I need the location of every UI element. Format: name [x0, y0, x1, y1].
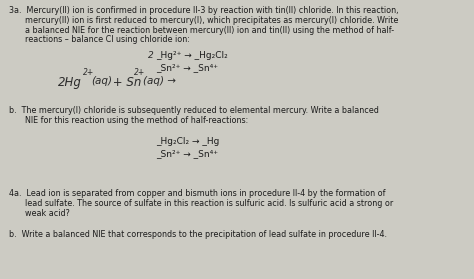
Text: _Hg₂Cl₂ → _Hg: _Hg₂Cl₂ → _Hg [156, 137, 219, 146]
Text: NIE for this reaction using the method of half-reactions:: NIE for this reaction using the method o… [25, 116, 248, 125]
Text: 2: 2 [148, 51, 154, 60]
Text: 2+: 2+ [83, 68, 94, 77]
Text: 2Hg: 2Hg [58, 76, 82, 89]
Text: lead sulfate. The source of sulfate in this reaction is sulfuric acid. Is sulfur: lead sulfate. The source of sulfate in t… [25, 199, 393, 208]
Text: _Hg²⁺ → _Hg₂Cl₂: _Hg²⁺ → _Hg₂Cl₂ [156, 51, 228, 60]
Text: + Sn: + Sn [109, 76, 142, 89]
Text: a balanced NIE for the reaction between mercury(II) ion and tin(II) using the me: a balanced NIE for the reaction between … [25, 26, 394, 35]
Text: 2+: 2+ [134, 68, 145, 77]
Text: _Sn²⁺ → _Sn⁴⁺: _Sn²⁺ → _Sn⁴⁺ [156, 63, 218, 72]
Text: b.  The mercury(I) chloride is subsequently reduced to elemental mercury. Write : b. The mercury(I) chloride is subsequent… [9, 106, 379, 115]
Text: weak acid?: weak acid? [25, 209, 70, 218]
Text: (aq): (aq) [91, 76, 113, 86]
Text: reactions – balance Cl using chloride ion:: reactions – balance Cl using chloride io… [25, 35, 190, 44]
Text: mercury(II) ion is first reduced to mercury(I), which precipitates as mercury(I): mercury(II) ion is first reduced to merc… [25, 16, 399, 25]
Text: _Sn²⁺ → _Sn⁴⁺: _Sn²⁺ → _Sn⁴⁺ [156, 149, 218, 158]
Text: (aq) →: (aq) → [143, 76, 176, 86]
Text: 4a.  Lead ion is separated from copper and bismuth ions in procedure II-4 by the: 4a. Lead ion is separated from copper an… [9, 189, 385, 198]
Text: 3a.  Mercury(II) ion is confirmed in procedure II-3 by reaction with tin(II) chl: 3a. Mercury(II) ion is confirmed in proc… [9, 6, 398, 15]
Text: b.  Write a balanced NIE that corresponds to the precipitation of lead sulfate i: b. Write a balanced NIE that corresponds… [9, 230, 387, 239]
